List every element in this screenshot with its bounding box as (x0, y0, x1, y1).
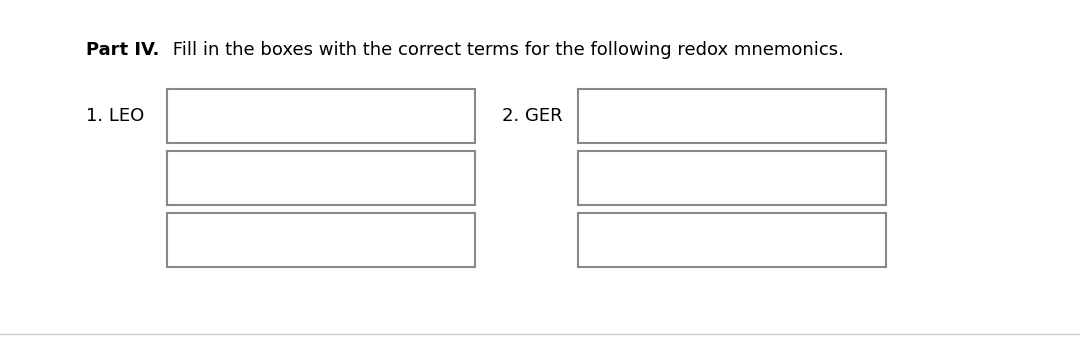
Text: Fill in the boxes with the correct terms for the following redox mnemonics.: Fill in the boxes with the correct terms… (167, 41, 845, 59)
Bar (167, 151, 475, 205)
Bar (167, 213, 475, 267)
Text: 1. LEO: 1. LEO (86, 107, 145, 125)
Bar (578, 213, 886, 267)
Text: 2. GER: 2. GER (502, 107, 563, 125)
Bar (578, 89, 886, 143)
Bar (578, 151, 886, 205)
Bar (167, 89, 475, 143)
Text: Part IV.: Part IV. (86, 41, 160, 59)
